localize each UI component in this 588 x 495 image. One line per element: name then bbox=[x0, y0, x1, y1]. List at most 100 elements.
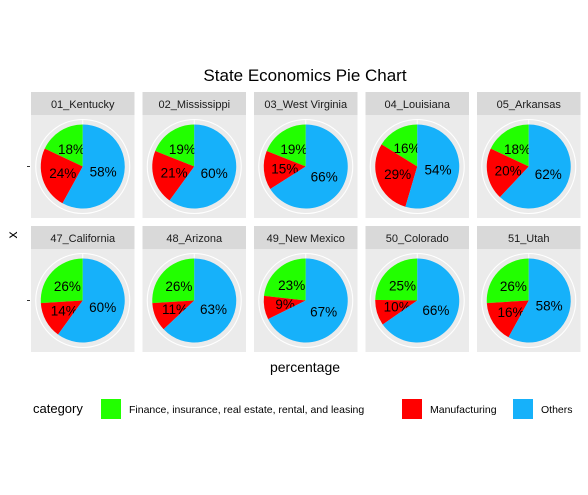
facet-strip-label: 05_Arkansas bbox=[497, 99, 562, 111]
pie-slice-3 bbox=[163, 258, 237, 343]
slice-data-label: 63% bbox=[200, 302, 227, 317]
legend-label: Manufacturing bbox=[430, 404, 497, 416]
slice-data-label: 29% bbox=[384, 167, 411, 182]
pie-slice-1 bbox=[490, 124, 529, 167]
facet-05-arkansas: 05_Arkansas 18% 20% 62% bbox=[477, 92, 581, 218]
pie-slice-2 bbox=[375, 144, 418, 207]
slice-data-label: 16% bbox=[497, 305, 524, 320]
slice-data-label: 54% bbox=[424, 163, 451, 178]
legend-key bbox=[402, 399, 422, 419]
facet-strip bbox=[31, 226, 135, 249]
slice-data-label: 18% bbox=[58, 142, 85, 157]
slice-data-label: 19% bbox=[169, 142, 196, 157]
slice-data-label: 66% bbox=[422, 303, 449, 318]
pie-slice-3 bbox=[58, 258, 125, 343]
pie-slice-1 bbox=[155, 124, 195, 167]
slice-data-label: 60% bbox=[201, 166, 228, 181]
legend-key bbox=[513, 399, 533, 419]
facet-strip-label: 48_Arizona bbox=[166, 233, 223, 245]
slice-data-label: 19% bbox=[280, 142, 307, 157]
pie-slice-1 bbox=[266, 124, 306, 167]
slice-data-label: 26% bbox=[54, 279, 81, 294]
facet-strip bbox=[31, 92, 135, 115]
slice-data-label: 62% bbox=[535, 167, 562, 182]
facet-strip bbox=[142, 226, 246, 249]
slice-data-label: 26% bbox=[500, 279, 527, 294]
pie-slice-3 bbox=[405, 124, 460, 209]
pie-slice-2 bbox=[152, 151, 195, 201]
slice-data-label: 23% bbox=[278, 278, 305, 293]
pie-slice-2 bbox=[152, 300, 195, 330]
pie-slice-1 bbox=[40, 258, 83, 304]
pie-slice-3 bbox=[508, 258, 571, 343]
slice-data-label: 25% bbox=[389, 279, 416, 294]
pie-slice-3 bbox=[169, 124, 237, 209]
facet-47-california: 47_California 26% 14% 60% bbox=[31, 226, 135, 352]
legend: category Finance, insurance, real estate… bbox=[33, 399, 573, 419]
slice-data-label: 58% bbox=[90, 165, 117, 180]
slice-data-label: 24% bbox=[49, 166, 76, 181]
facet-strip-label: 49_New Mexico bbox=[267, 233, 345, 245]
facet-strip bbox=[477, 226, 581, 249]
facet-strip bbox=[477, 92, 581, 115]
pie-slice-1 bbox=[152, 258, 195, 304]
y-axis-ticks bbox=[27, 166, 30, 301]
pie-slice-2 bbox=[375, 299, 418, 325]
slice-data-label: 60% bbox=[89, 300, 116, 315]
facet-strip bbox=[254, 92, 358, 115]
legend-key bbox=[101, 399, 121, 419]
slice-data-label: 21% bbox=[161, 165, 188, 180]
slice-data-label: 26% bbox=[165, 279, 192, 294]
pie-slice-1 bbox=[381, 124, 418, 167]
facet-strip-label: 03_West Virginia bbox=[264, 99, 348, 111]
legend-title: category bbox=[33, 401, 83, 416]
pie-slice-3 bbox=[270, 124, 348, 209]
facet-04-louisiana: 04_Louisiana 16% 29% 54% bbox=[365, 92, 469, 218]
slice-data-label: 20% bbox=[495, 163, 522, 178]
facet-strip-label: 01_Kentucky bbox=[51, 99, 115, 111]
slice-data-label: 18% bbox=[504, 142, 531, 157]
pie-slice-1 bbox=[44, 124, 83, 167]
facet-02-mississippi: 02_Mississippi 19% 21% 60% bbox=[142, 92, 246, 218]
facet-03-west-virginia: 03_West Virginia 19% 15% 66% bbox=[254, 92, 358, 218]
slice-data-label: 67% bbox=[310, 305, 337, 320]
pie-slice-3 bbox=[500, 124, 571, 209]
slice-data-label: 66% bbox=[311, 170, 338, 185]
pie-slice-1 bbox=[264, 258, 306, 301]
facet-strip-label: 47_California bbox=[50, 233, 116, 245]
facet-strip bbox=[365, 226, 469, 249]
pie-slice-2 bbox=[263, 151, 306, 189]
pie-slice-2 bbox=[486, 300, 529, 338]
pie-slice-3 bbox=[268, 258, 348, 343]
pie-slice-3 bbox=[382, 258, 460, 343]
legend-label: Finance, insurance, real estate, rental,… bbox=[129, 404, 364, 416]
slice-data-label: 58% bbox=[536, 299, 563, 314]
slice-data-label: 14% bbox=[51, 304, 78, 319]
pie-slice-1 bbox=[375, 258, 418, 301]
pie-slice-1 bbox=[486, 258, 529, 304]
facet-strip-label: 51_Utah bbox=[508, 233, 550, 245]
pie-slice-2 bbox=[40, 300, 83, 335]
pie-slice-2 bbox=[263, 295, 306, 320]
slice-data-label: 15% bbox=[271, 162, 298, 177]
facet-strip-label: 50_Colorado bbox=[386, 233, 449, 245]
pie-slice-3 bbox=[62, 124, 125, 209]
facet-01-kentucky: 01_Kentucky 18% 24% 58% bbox=[31, 92, 135, 218]
legend-label: Others bbox=[541, 404, 573, 416]
pie-slice-2 bbox=[40, 148, 83, 204]
facet-strip bbox=[142, 92, 246, 115]
facet-51-utah: 51_Utah 26% 16% 58% bbox=[477, 226, 581, 352]
facet-strip bbox=[365, 92, 469, 115]
facet-strip bbox=[254, 226, 358, 249]
slice-data-label: 16% bbox=[393, 141, 420, 156]
facet-strip-label: 02_Mississippi bbox=[158, 99, 230, 111]
chart-title: State Economics Pie Chart bbox=[203, 66, 406, 85]
y-axis-title: x bbox=[4, 232, 20, 239]
facet-grid: 01_Kentucky 18% 24% 58% 02_Mississippi 19% 21%… bbox=[31, 92, 581, 352]
facet-strip-label: 04_Louisiana bbox=[385, 99, 451, 111]
pie-slice-2 bbox=[486, 148, 529, 198]
